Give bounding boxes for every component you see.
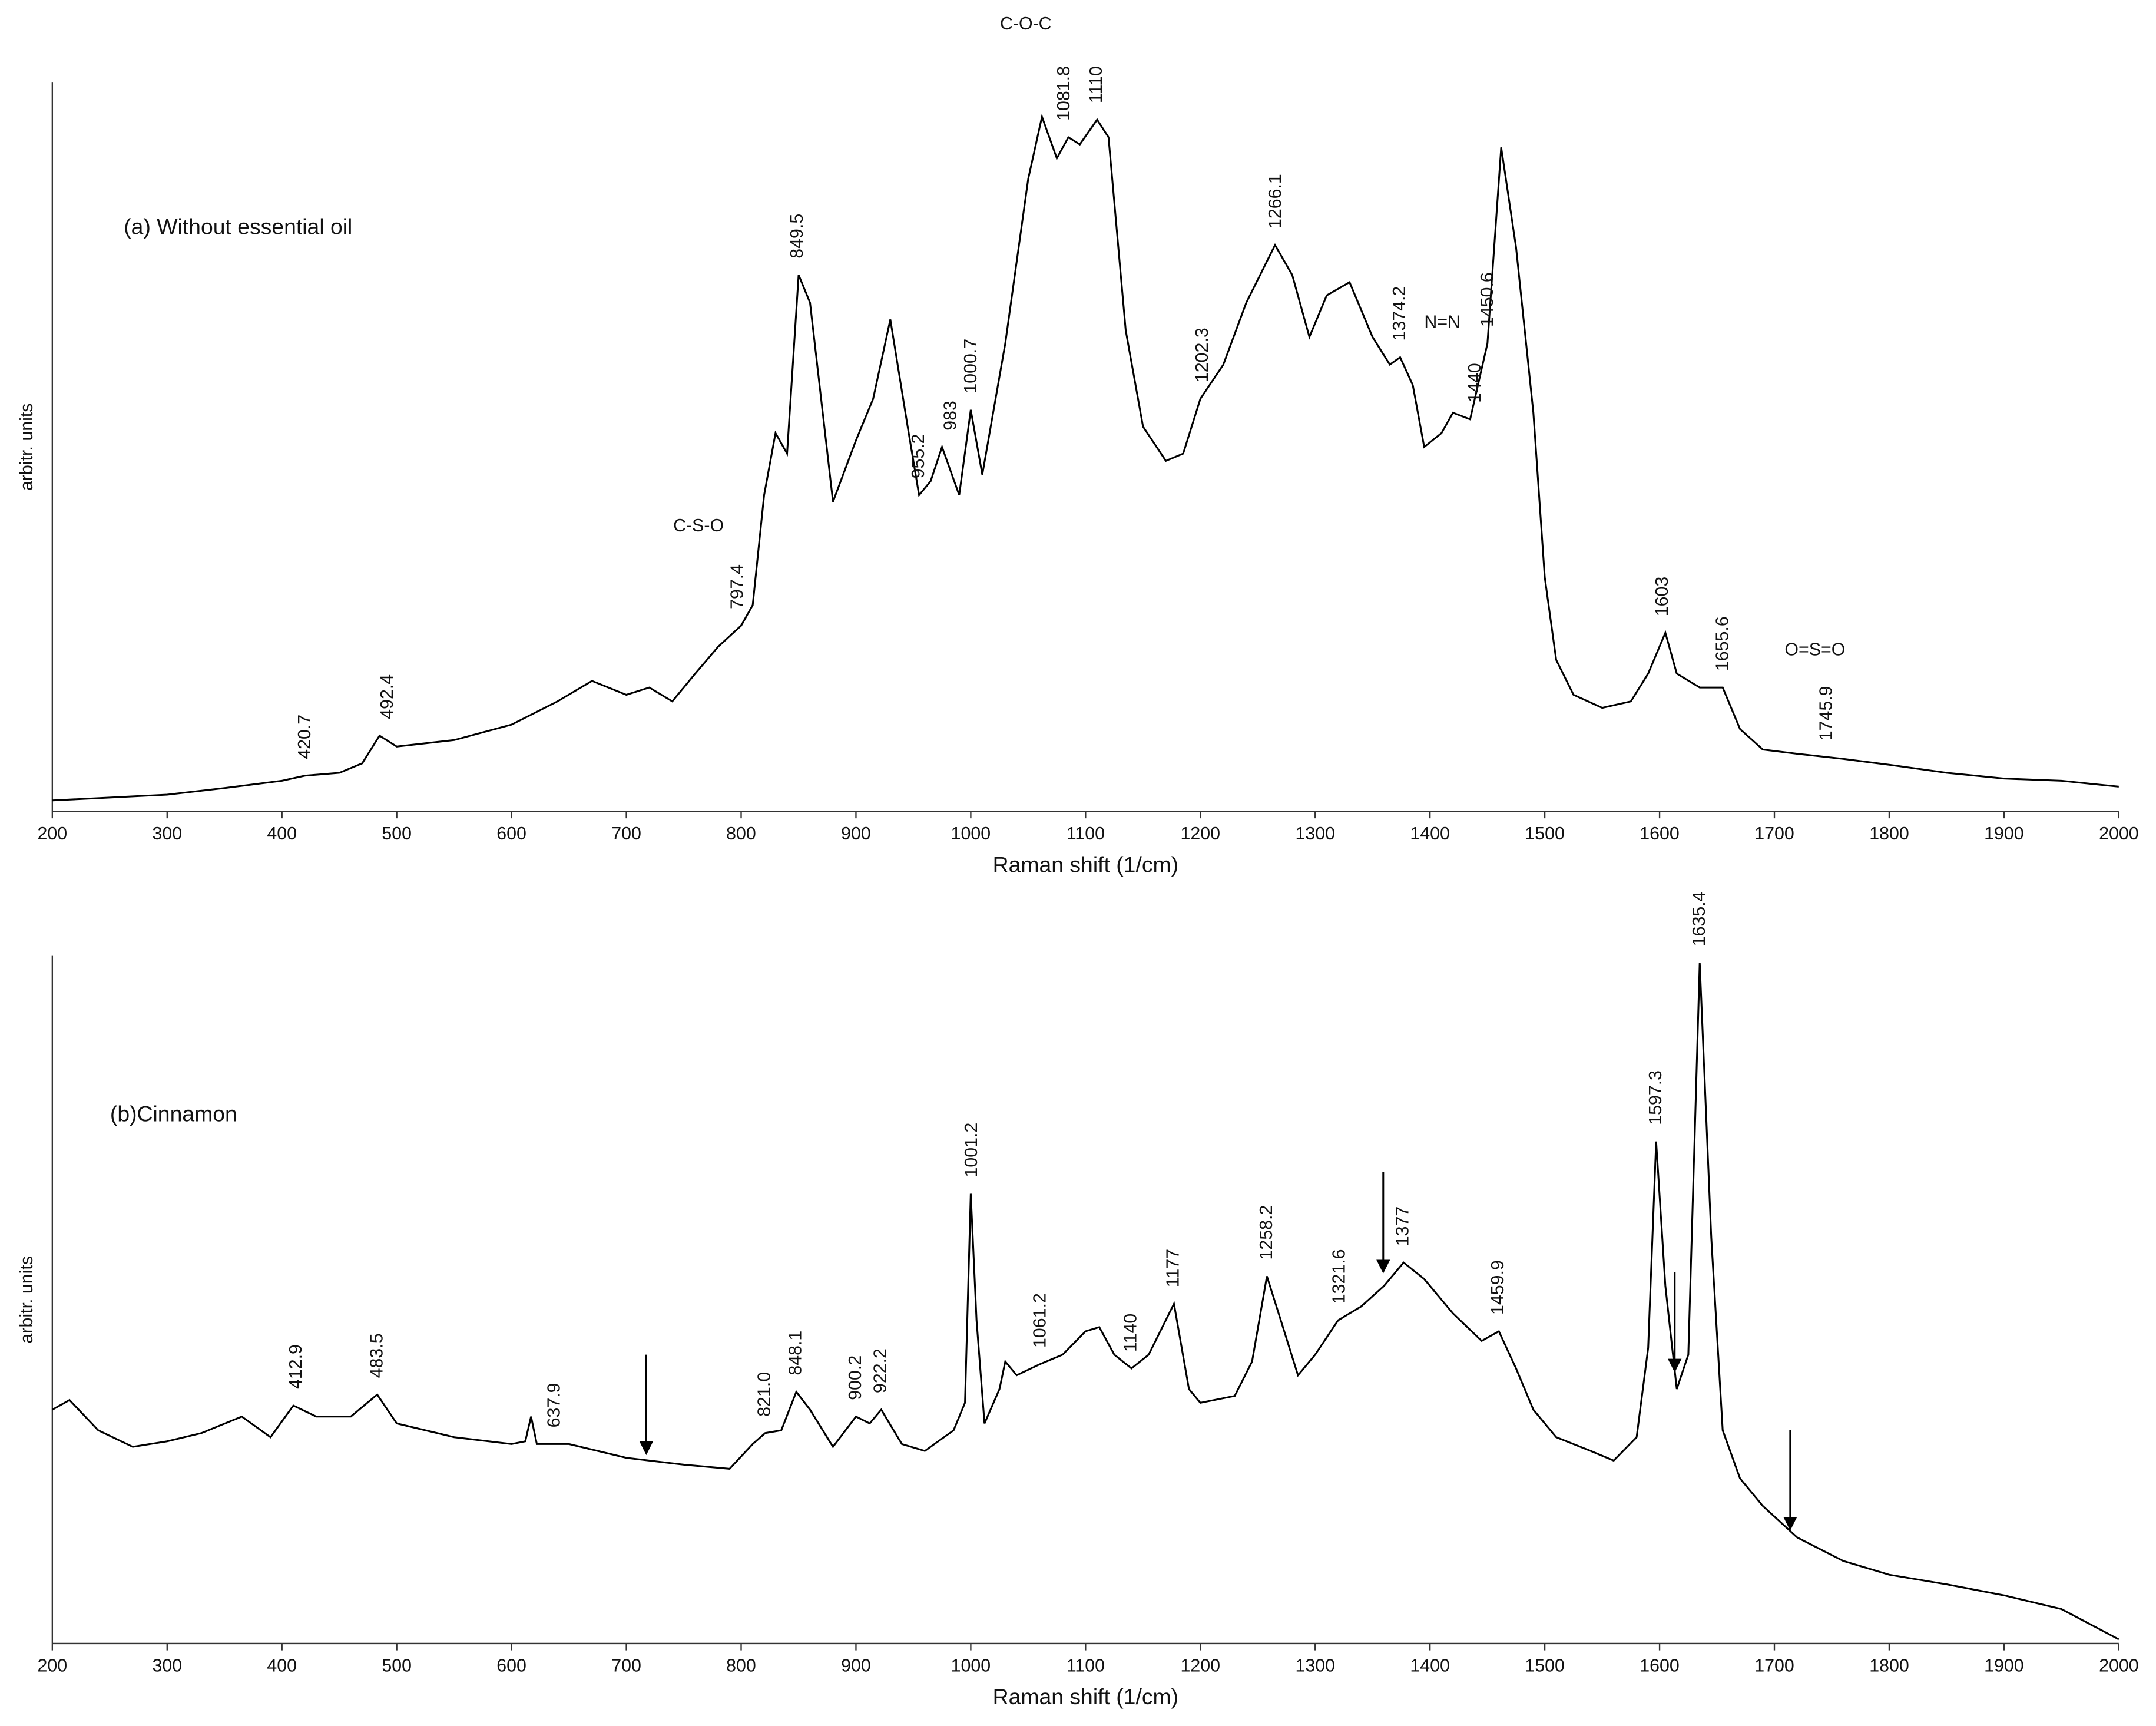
x-tick-label: 1900 [1984,824,2024,844]
peak-label: 848.1 [786,1331,805,1375]
peak-label: 492.4 [377,674,397,719]
x-tick-label: 1100 [1067,824,1105,844]
peak-label: 1597.3 [1646,1070,1665,1125]
x-tick-label: 800 [726,824,756,844]
peak-label: 922.2 [871,1348,890,1393]
peak-label: 1459.9 [1488,1260,1508,1315]
group-label: O=S=O [1784,640,1845,659]
x-tick-label: 600 [496,824,526,844]
x-axis-label: Raman shift (1/cm) [993,852,1178,877]
peak-label: 1635.4 [1690,891,1709,946]
peak-label: 420.7 [295,715,314,759]
arrow-head [1376,1259,1390,1274]
x-tick-label: 200 [38,1656,68,1676]
x-tick-label: 700 [611,1656,641,1676]
x-tick-label: 1600 [1640,1656,1680,1676]
x-tick-label: 1700 [1754,824,1794,844]
peak-label: 1258.2 [1257,1205,1276,1260]
x-tick-label: 400 [267,824,297,844]
panel-title: (b)Cinnamon [110,1101,237,1126]
x-tick-label: 400 [267,1656,297,1676]
x-tick-label: 800 [726,1656,756,1676]
x-tick-label: 300 [152,824,182,844]
y-axis-label: arbitr. units [17,1256,37,1343]
peak-label: 1202.3 [1193,328,1212,382]
x-tick-label: 1800 [1869,1656,1909,1676]
y-axis-label: arbitr. units [17,404,37,491]
x-tick-label: 1400 [1410,824,1450,844]
x-tick-label: 600 [496,1656,526,1676]
peak-label: 955.2 [909,434,928,478]
peak-label: 1655.6 [1713,616,1732,671]
arrow-head [1783,1517,1797,1531]
x-tick-label: 2000 [2099,824,2139,844]
x-tick-label: 1300 [1295,1656,1335,1676]
peak-label: 1061.2 [1031,1293,1050,1348]
peak-label: 1440 [1465,363,1485,403]
spectrum-line [52,113,2119,802]
x-tick-label: 1700 [1754,1656,1794,1676]
peak-label: 1081.8 [1054,66,1074,121]
x-tick-label: 2000 [2099,1656,2139,1676]
x-tick-label: 1000 [951,824,991,844]
x-tick-label: 900 [841,1656,871,1676]
x-tick-label: 1600 [1640,824,1680,844]
peak-label: 797.4 [727,564,747,609]
peak-label: 1001.2 [962,1123,981,1178]
x-tick-label: 500 [382,824,412,844]
peak-label: 1374.2 [1390,286,1409,341]
peak-label: 637.9 [545,1383,564,1427]
x-tick-label: 200 [38,824,68,844]
peak-label: 900.2 [846,1355,865,1400]
peak-label: 1266.1 [1266,174,1285,229]
group-label: N=N [1424,313,1460,332]
x-tick-label: 1100 [1067,1656,1105,1676]
peak-label: 983 [940,401,960,431]
x-tick-label: 1900 [1984,1656,2024,1676]
x-tick-label: 900 [841,824,871,844]
group-label: C-S-O [673,516,724,535]
x-tick-label: 700 [611,824,641,844]
peak-label: 412.9 [286,1344,306,1389]
x-tick-label: 1000 [951,1656,991,1676]
x-tick-label: 1200 [1181,1656,1221,1676]
peak-label: 821.0 [754,1372,774,1417]
x-tick-label: 1300 [1295,824,1335,844]
peak-label: 1000.7 [961,339,981,394]
peak-label: 1377 [1393,1206,1412,1246]
group-label: C-O-C [1000,14,1052,34]
peak-label: 849.5 [787,214,807,259]
spectrum-line [52,963,2119,1641]
peak-label: 1140 [1121,1314,1140,1352]
peak-label: 483.5 [367,1333,387,1378]
x-tick-label: 1200 [1181,824,1221,844]
peak-label: 1321.6 [1329,1249,1349,1304]
peak-label: 1745.9 [1817,686,1836,740]
peak-label: 1110 [1087,66,1106,103]
x-axis-label: Raman shift (1/cm) [993,1684,1178,1709]
peak-label: 1450.6 [1478,272,1497,327]
x-tick-label: 1400 [1410,1656,1450,1676]
peak-label: 1603 [1652,577,1672,617]
arrow-head [639,1441,654,1456]
x-tick-label: 1500 [1525,1656,1565,1676]
x-tick-label: 500 [382,1656,412,1676]
x-tick-label: 1800 [1869,824,1909,844]
panel-title: (a) Without essential oil [124,214,352,239]
peak-label: 1177 [1163,1249,1183,1287]
x-tick-label: 1500 [1525,824,1565,844]
x-tick-label: 300 [152,1656,182,1676]
